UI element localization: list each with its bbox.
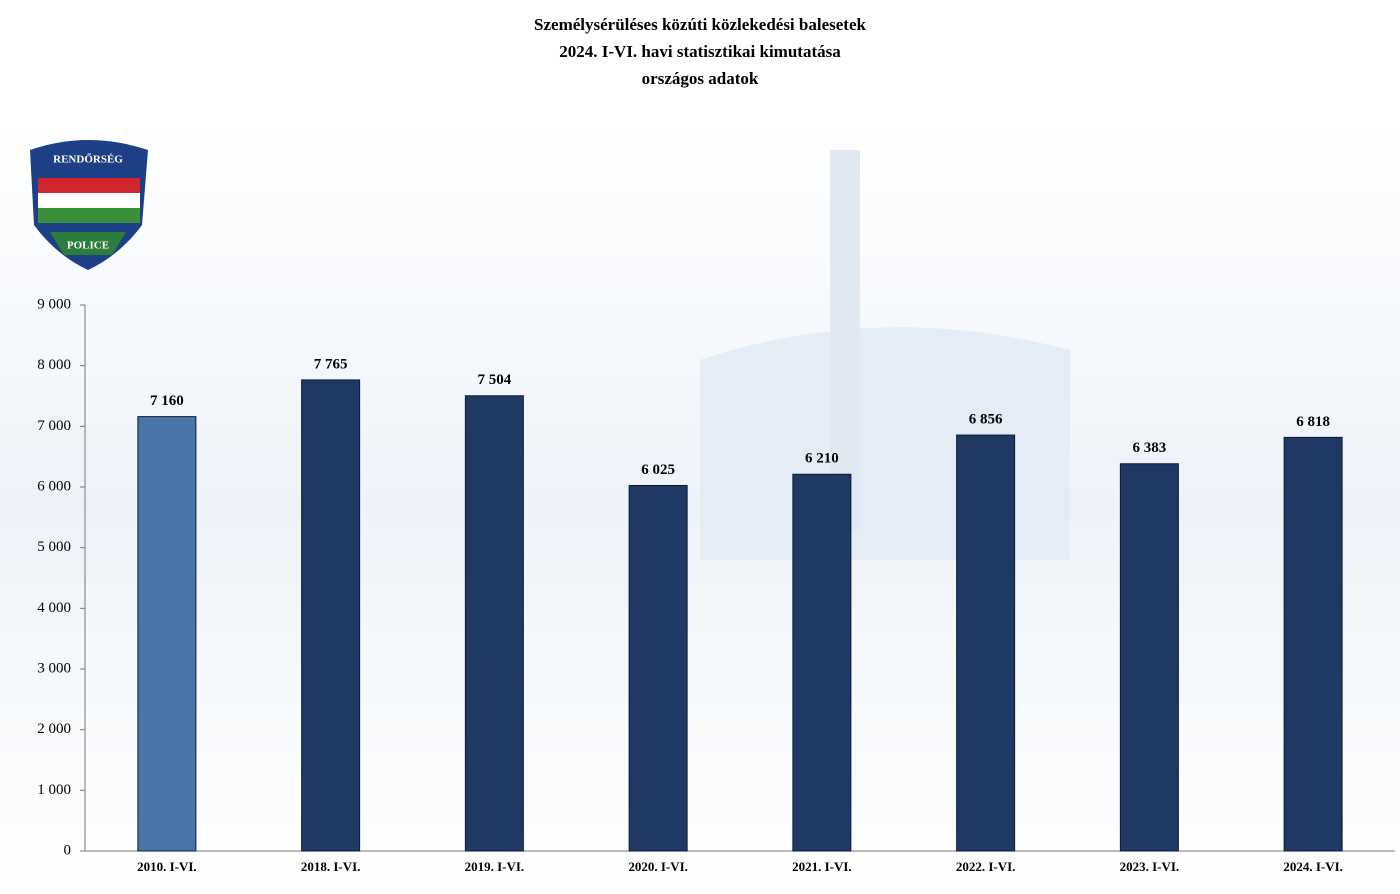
bar <box>301 379 361 852</box>
x-tick-label: 2019. I-VI. <box>465 859 525 874</box>
bar <box>1119 463 1179 852</box>
chart-title: Személysérüléses közúti közlekedési bale… <box>534 15 866 34</box>
logo-bottom: POLICE <box>67 240 109 252</box>
y-tick-label: 6 000 <box>37 478 71 494</box>
value-label: 6 856 <box>969 412 1003 428</box>
background-tower <box>830 150 860 530</box>
x-tick-label: 2020. I-VI. <box>628 859 688 874</box>
y-tick-label: 4 000 <box>37 600 71 616</box>
logo-top: RENDŐRSÉG <box>53 154 123 166</box>
bar <box>137 416 197 852</box>
y-tick-label: 5 000 <box>37 539 71 555</box>
bar <box>628 484 688 852</box>
value-label: 7 765 <box>314 356 348 372</box>
y-tick-label: 1 000 <box>37 782 71 798</box>
x-tick-label: 2018. I-VI. <box>301 859 361 874</box>
y-tick-label: 3 000 <box>37 660 71 676</box>
chart-subtitle: 2024. I-VI. havi statisztikai kimutatása <box>559 42 841 61</box>
y-tick-label: 2 000 <box>37 721 71 737</box>
bar <box>464 395 524 852</box>
value-label: 6 383 <box>1133 440 1167 456</box>
value-label: 6 210 <box>805 451 839 467</box>
x-tick-label: 2024. I-VI. <box>1283 859 1343 874</box>
x-tick-label: 2022. I-VI. <box>956 859 1016 874</box>
x-tick-label: 2023. I-VI. <box>1120 859 1180 874</box>
bar <box>956 434 1016 852</box>
bar <box>792 473 852 852</box>
chart-subtitle: országos adatok <box>642 69 759 88</box>
x-tick-label: 2021. I-VI. <box>792 859 852 874</box>
x-tick-label: 2010. I-VI. <box>137 859 197 874</box>
value-label: 6 025 <box>641 462 675 478</box>
logo: RENDŐRSÉG POLICE <box>30 140 148 270</box>
y-tick-label: 7 000 <box>37 418 71 434</box>
y-tick-label: 0 <box>64 842 72 858</box>
value-label: 7 160 <box>150 393 184 409</box>
value-label: 6 818 <box>1296 414 1330 430</box>
y-tick-label: 9 000 <box>37 296 71 312</box>
y-tick-label: 8 000 <box>37 357 71 373</box>
bar <box>1283 436 1343 852</box>
value-label: 7 504 <box>478 372 512 388</box>
